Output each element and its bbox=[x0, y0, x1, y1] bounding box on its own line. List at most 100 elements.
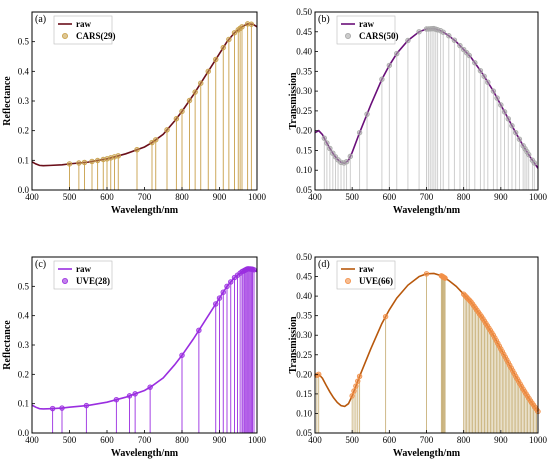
chart-panel-2: 400 500 600 700 800 900 10000.050.100.150.200.… bbox=[288, 7, 548, 216]
y-tick-label: 0.10 bbox=[296, 408, 312, 418]
marker-32 bbox=[466, 52, 472, 59]
legend-box bbox=[53, 260, 113, 290]
x-tick-label: 900 bbox=[213, 192, 227, 202]
marker-29 bbox=[457, 42, 463, 49]
legend-selected-label: UVE(28) bbox=[76, 276, 110, 286]
legend-raw-label: raw bbox=[76, 264, 91, 274]
y-tick-label: 0.15 bbox=[296, 145, 312, 155]
x-tick-label: 1000 bbox=[248, 192, 267, 202]
selected-stems bbox=[52, 268, 255, 433]
marker-44 bbox=[516, 136, 523, 142]
chart-panel-3: 400 500 600 700 800 900 1000 0.0 0.1 0.2 0.3 0.4 0.5… bbox=[2, 256, 267, 459]
marker-13 bbox=[153, 137, 159, 143]
legend-marker-swatch bbox=[344, 33, 351, 40]
y-tick-label: 0.5 bbox=[18, 37, 30, 47]
marker-3 bbox=[83, 402, 90, 409]
marker-11 bbox=[134, 147, 140, 153]
x-tick-label: 600 bbox=[383, 192, 397, 202]
marker-4 bbox=[113, 397, 120, 403]
x-tick-label: 700 bbox=[420, 435, 434, 445]
x-tick-label: 900 bbox=[494, 435, 508, 445]
marker-1 bbox=[321, 135, 327, 141]
marker-14 bbox=[386, 62, 393, 69]
legend-box bbox=[336, 15, 396, 45]
selected-markers bbox=[66, 21, 255, 167]
marker-10 bbox=[347, 153, 354, 160]
marker-35 bbox=[481, 73, 487, 79]
marker-42 bbox=[509, 123, 515, 129]
x-tick-label: 700 bbox=[138, 435, 152, 445]
y-tick-label: 0.4 bbox=[18, 311, 30, 321]
y-tick-label: 0.25 bbox=[296, 106, 312, 116]
marker-26 bbox=[440, 29, 446, 35]
legend-selected-label: CARS(29) bbox=[76, 31, 116, 41]
marker-16 bbox=[405, 37, 411, 44]
y-tick-label: 0.25 bbox=[296, 350, 312, 360]
marker-21 bbox=[213, 56, 219, 63]
x-axis: 400 500 600 700 800 900 1000 bbox=[308, 187, 548, 202]
x-axis-title: Wavelength/nm bbox=[393, 205, 461, 216]
marker-2 bbox=[59, 405, 65, 411]
marker-29 bbox=[248, 21, 255, 27]
marker-19 bbox=[198, 80, 204, 86]
x-axis: 400 500 600 700 800 900 1000 bbox=[308, 430, 548, 445]
x-tick-label: 600 bbox=[100, 192, 114, 202]
marker-41 bbox=[505, 116, 511, 122]
marker-15 bbox=[394, 50, 400, 57]
marker-28 bbox=[451, 37, 458, 43]
y-tick-label: 0.2 bbox=[18, 126, 29, 136]
selected-markers bbox=[321, 25, 537, 166]
marker-40 bbox=[501, 109, 508, 115]
y-tick-label: 0.35 bbox=[296, 66, 312, 76]
x-tick-label: 900 bbox=[213, 435, 227, 445]
y-tick-label: 0.4 bbox=[18, 66, 30, 76]
marker-7 bbox=[356, 373, 363, 379]
y-tick-label: 0.1 bbox=[18, 155, 29, 165]
marker-30 bbox=[460, 46, 467, 53]
legend-raw-label: raw bbox=[359, 19, 374, 29]
y-axis-title: Reflectance bbox=[2, 320, 13, 370]
x-tick-label: 400 bbox=[25, 435, 39, 445]
x-tick-label: 400 bbox=[25, 192, 39, 202]
marker-9 bbox=[423, 271, 430, 277]
marker-12 bbox=[364, 111, 370, 117]
y-tick-label: 0.20 bbox=[296, 369, 312, 379]
y-tick-label: 0.0 bbox=[18, 428, 30, 438]
marker-17 bbox=[416, 29, 422, 35]
marker-14 bbox=[164, 127, 170, 133]
y-tick-label: 0.5 bbox=[18, 281, 30, 291]
marker-13 bbox=[379, 76, 385, 82]
marker-10 bbox=[115, 153, 121, 159]
marker-5 bbox=[353, 383, 359, 389]
x-tick-label: 800 bbox=[457, 192, 471, 202]
legend: raw UVE(28) bbox=[53, 260, 113, 290]
x-axis-title: Wavelength/nm bbox=[393, 448, 461, 459]
selected-stems bbox=[323, 28, 535, 190]
marker-9 bbox=[343, 159, 350, 165]
y-tick-label: 0.2 bbox=[18, 369, 29, 379]
marker-12 bbox=[149, 139, 155, 146]
x-axis-title: Wavelength/nm bbox=[111, 205, 179, 216]
marker-3 bbox=[349, 393, 355, 399]
legend-marker-swatch bbox=[344, 277, 351, 284]
x-tick-label: 1000 bbox=[529, 435, 548, 445]
legend-box bbox=[53, 15, 113, 45]
marker-9 bbox=[196, 327, 202, 334]
y-tick-label: 0.1 bbox=[18, 399, 29, 409]
y-tick-label: 0.45 bbox=[296, 272, 312, 282]
panel-label: (d) bbox=[318, 259, 330, 270]
marker-15 bbox=[442, 275, 448, 281]
legend-marker-swatch bbox=[62, 277, 69, 284]
marker-4 bbox=[89, 158, 95, 165]
y-tick-label: 0.45 bbox=[296, 27, 312, 37]
x-axis: 400 500 600 700 800 900 1000 bbox=[25, 430, 267, 445]
x-tick-label: 500 bbox=[345, 192, 359, 202]
selected-stems bbox=[316, 273, 539, 433]
marker-34 bbox=[477, 67, 484, 74]
y-tick-label: 0.3 bbox=[18, 340, 30, 350]
marker-15 bbox=[173, 116, 180, 122]
panel-label: (c) bbox=[35, 259, 46, 270]
marker-12 bbox=[220, 289, 226, 295]
y-tick-label: 0.0 bbox=[18, 185, 30, 195]
x-tick-label: 600 bbox=[100, 435, 114, 445]
